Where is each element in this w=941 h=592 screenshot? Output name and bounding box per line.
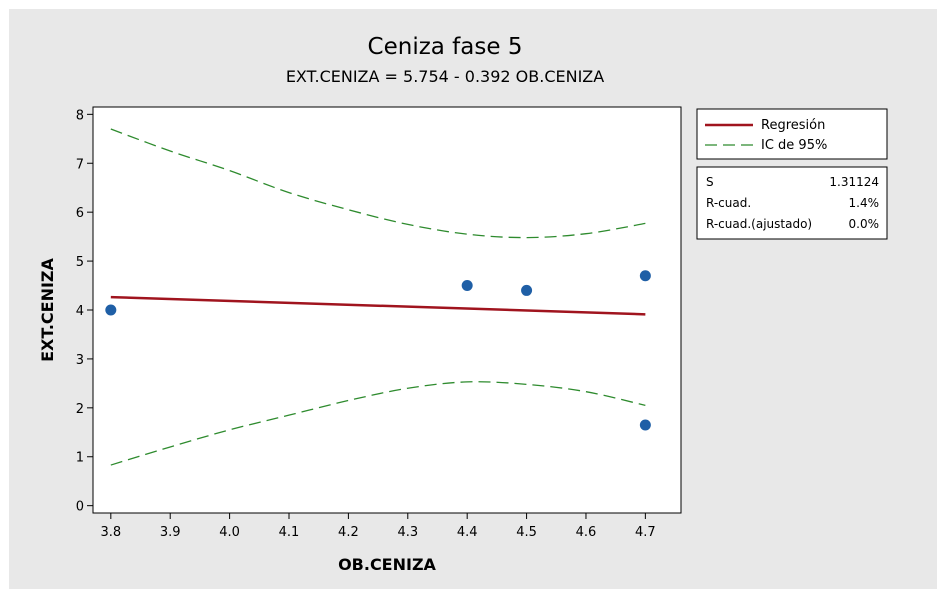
y-tick-label: 8	[76, 108, 84, 123]
y-axis-label: EXT.CENIZA	[38, 257, 57, 361]
stats-value-s: 1.31124	[829, 175, 879, 189]
chart-title: Ceniza fase 5	[368, 34, 523, 60]
y-tick-label: 2	[76, 402, 84, 417]
scatter-points	[105, 270, 651, 431]
stats-box: S 1.31124 R-cuad. 1.4% R-cuad.(ajustado)…	[696, 166, 888, 240]
legend: Regresión IC de 95%	[696, 108, 888, 160]
stats-box-frame	[696, 166, 888, 240]
stats-value-r-cuad: 1.4%	[849, 196, 880, 210]
x-axis-label: OB.CENIZA	[338, 555, 436, 574]
x-tick-label: 4.2	[338, 525, 359, 540]
x-tick-label: 4.7	[635, 525, 656, 540]
x-tick-label: 4.0	[219, 525, 240, 540]
stats-label-r-cuad: R-cuad.	[706, 196, 751, 210]
chart-figure: Ceniza fase 5 EXT.CENIZA = 5.754 - 0.392…	[9, 9, 937, 589]
y-axis-ticks: 0 1 2 3 4 5 6 7 8	[76, 108, 93, 515]
legend-box	[696, 108, 888, 160]
x-tick-label: 3.9	[160, 525, 181, 540]
x-tick-label: 4.5	[516, 525, 537, 540]
x-tick-label: 4.4	[457, 525, 478, 540]
legend-label-regresion: Regresión	[761, 118, 825, 133]
ci-lower-line	[110, 381, 646, 466]
y-tick-label: 7	[76, 157, 84, 172]
ci-upper-line	[110, 128, 646, 239]
data-point	[521, 284, 533, 296]
data-point	[639, 419, 651, 431]
plot-area	[92, 106, 682, 514]
legend-label-ic95: IC de 95%	[761, 138, 827, 153]
x-axis-ticks: 3.8 3.9 4.0 4.1 4.2 4.3 4.4 4.5 4.6 4.7	[100, 513, 656, 540]
y-tick-label: 6	[76, 206, 84, 221]
stats-label-s: S	[706, 175, 714, 189]
y-tick-label: 1	[76, 451, 84, 466]
y-tick-label: 5	[76, 255, 84, 270]
x-tick-label: 3.8	[100, 525, 121, 540]
y-tick-label: 0	[76, 500, 84, 515]
x-tick-label: 4.6	[576, 525, 597, 540]
y-tick-label: 4	[76, 304, 84, 319]
data-point	[461, 280, 473, 292]
data-point	[639, 270, 651, 282]
stats-value-r-cuad-ajustado: 0.0%	[849, 217, 880, 231]
chart-svg: Ceniza fase 5 EXT.CENIZA = 5.754 - 0.392…	[38, 34, 888, 574]
x-tick-label: 4.3	[397, 525, 418, 540]
y-tick-label: 3	[76, 353, 84, 368]
data-point	[105, 304, 117, 316]
regression-line	[110, 295, 646, 316]
stats-label-r-cuad-ajustado: R-cuad.(ajustado)	[706, 217, 812, 231]
series-layer	[110, 128, 646, 466]
chart-subtitle: EXT.CENIZA = 5.754 - 0.392 OB.CENIZA	[286, 67, 604, 86]
x-tick-label: 4.1	[279, 525, 300, 540]
